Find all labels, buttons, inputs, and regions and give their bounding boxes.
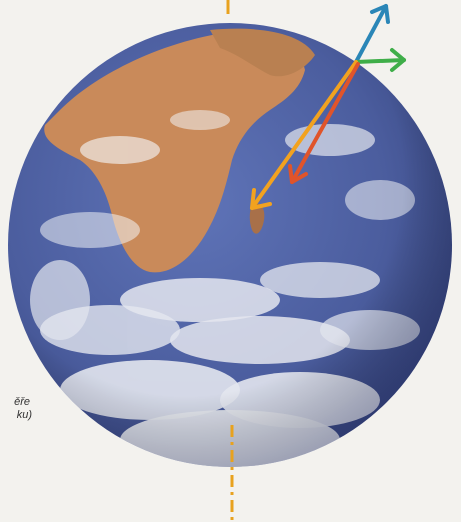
green-arrow-icon xyxy=(354,48,406,72)
blue-arrow-icon xyxy=(354,4,390,64)
vector-arrows-icon xyxy=(250,4,406,210)
caption-line-2: ku) xyxy=(16,409,32,421)
orange-arrow-icon xyxy=(250,60,358,210)
caption-line-1: ěře xyxy=(14,396,30,408)
red-arrow-icon xyxy=(288,62,360,184)
caption-fragment: ěře ku) xyxy=(0,396,60,422)
earth-globe-icon xyxy=(8,23,452,467)
